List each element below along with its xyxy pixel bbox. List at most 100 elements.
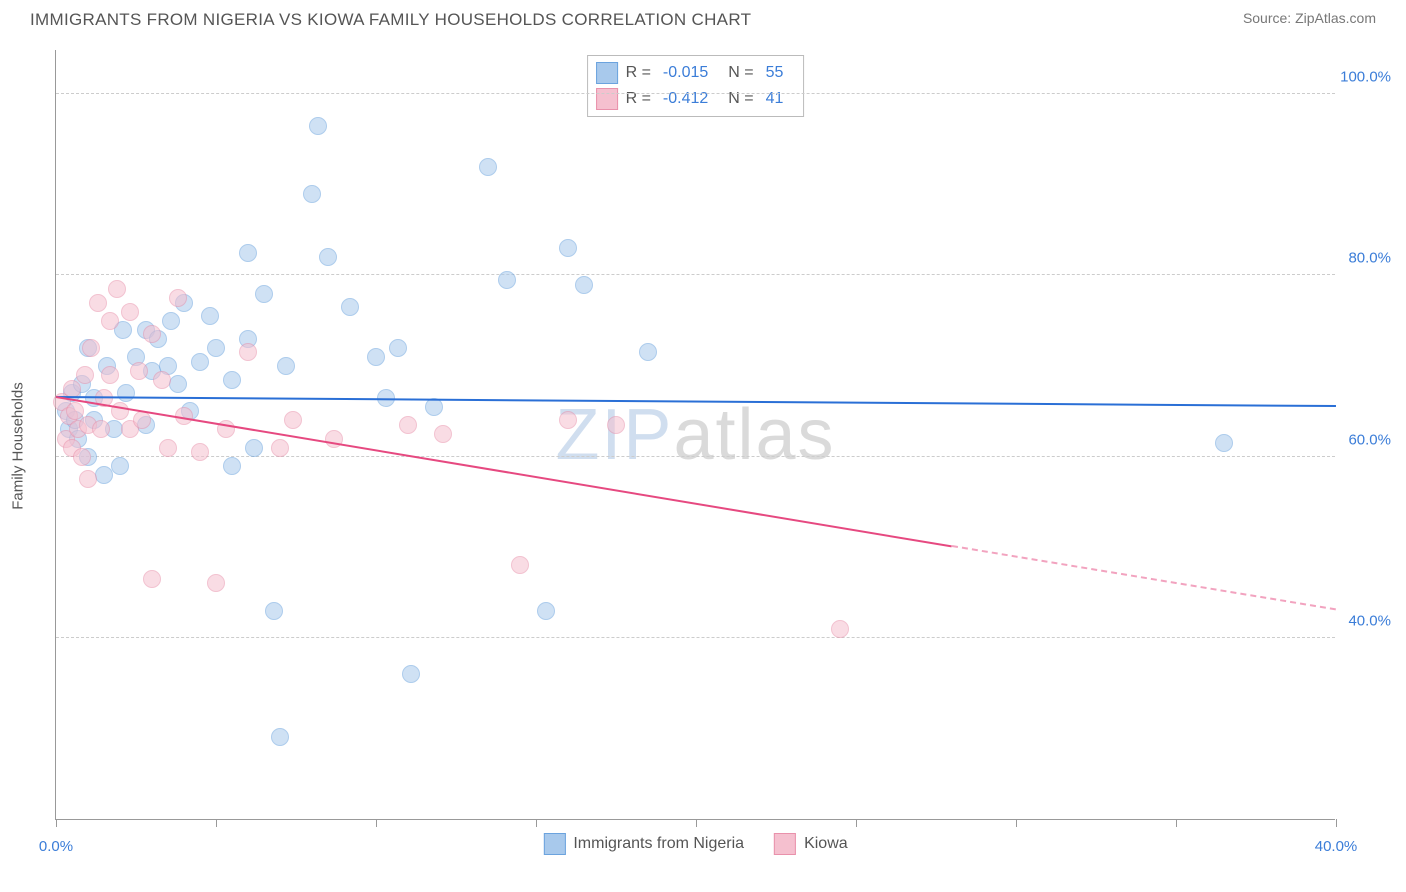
watermark-atlas: atlas [673,395,835,475]
chart-header: IMMIGRANTS FROM NIGERIA VS KIOWA FAMILY … [0,0,1406,35]
legend-swatch [596,62,618,84]
scatter-point [121,303,139,321]
scatter-point [207,339,225,357]
scatter-point [153,371,171,389]
scatter-point [341,298,359,316]
legend-n-value: 55 [766,64,784,82]
scatter-point [79,470,97,488]
x-tick-label: 0.0% [39,838,73,855]
legend-swatch [596,88,618,110]
scatter-point [95,466,113,484]
x-tick [1016,819,1017,827]
chart-plot-area: ZIPatlas R =-0.015N =55R =-0.412N =41 Im… [55,50,1335,820]
trend-line [952,545,1336,610]
legend-series: Immigrants from Nigeria Kiowa [543,833,847,855]
x-tick [1176,819,1177,827]
scatter-point [255,285,273,303]
scatter-point [169,289,187,307]
x-tick [536,819,537,827]
scatter-point [73,448,91,466]
legend-correlation-row: R = -0.015 N = 55 [596,60,796,86]
chart-source: Source: ZipAtlas.com [1243,10,1376,26]
x-tick [56,819,57,827]
scatter-point [239,244,257,262]
scatter-point [402,665,420,683]
scatter-point [303,185,321,203]
scatter-point [76,366,94,384]
scatter-point [277,357,295,375]
scatter-point [271,439,289,457]
scatter-point [389,339,407,357]
scatter-point [101,312,119,330]
scatter-point [831,620,849,638]
scatter-point [271,728,289,746]
legend-swatch [543,833,565,855]
scatter-point [537,602,555,620]
scatter-point [284,411,302,429]
scatter-point [559,411,577,429]
scatter-point [319,248,337,266]
scatter-point [575,276,593,294]
gridline [56,93,1335,94]
scatter-point [223,457,241,475]
scatter-point [223,371,241,389]
y-axis-label: Family Households [10,382,27,510]
x-tick-label: 40.0% [1315,838,1358,855]
watermark-zip: ZIP [555,395,673,475]
y-tick-label: 100.0% [1340,69,1391,86]
scatter-point [82,339,100,357]
scatter-point [130,362,148,380]
scatter-point [607,416,625,434]
scatter-point [367,348,385,366]
scatter-point [143,325,161,343]
scatter-point [191,443,209,461]
y-tick-label: 80.0% [1348,250,1391,267]
gridline [56,456,1335,457]
scatter-point [639,343,657,361]
y-tick-label: 40.0% [1348,612,1391,629]
scatter-point [309,117,327,135]
scatter-point [434,425,452,443]
scatter-point [479,158,497,176]
scatter-point [108,280,126,298]
scatter-point [111,457,129,475]
y-tick-label: 60.0% [1348,431,1391,448]
legend-correlation-row: R =-0.412N =41 [596,86,796,112]
trend-line [56,396,1336,407]
scatter-point [117,384,135,402]
scatter-point [89,294,107,312]
scatter-point [191,353,209,371]
legend-series-label: Kiowa [804,835,848,853]
scatter-point [162,312,180,330]
legend-series-item: Immigrants from Nigeria [543,833,744,855]
legend-n-label: N = [728,64,753,82]
scatter-point [239,343,257,361]
legend-correlation: R = -0.015 N = 55 R =-0.412N =41 [587,55,805,117]
legend-series-label: Immigrants from Nigeria [573,835,744,853]
scatter-point [245,439,263,457]
legend-r-value: -0.015 [663,64,708,82]
scatter-point [399,416,417,434]
x-tick [856,819,857,827]
scatter-point [511,556,529,574]
scatter-point [265,602,283,620]
scatter-point [63,380,81,398]
legend-swatch [774,833,796,855]
scatter-point [498,271,516,289]
scatter-point [559,239,577,257]
x-tick [376,819,377,827]
legend-r-label: R = [626,64,651,82]
scatter-point [92,420,110,438]
legend-series-item: Kiowa [774,833,848,855]
x-tick [216,819,217,827]
scatter-point [207,574,225,592]
x-tick [696,819,697,827]
watermark: ZIPatlas [555,394,835,476]
scatter-point [133,411,151,429]
scatter-point [101,366,119,384]
scatter-point [1215,434,1233,452]
trend-line [56,396,952,547]
scatter-point [159,439,177,457]
gridline [56,637,1335,638]
scatter-point [169,375,187,393]
